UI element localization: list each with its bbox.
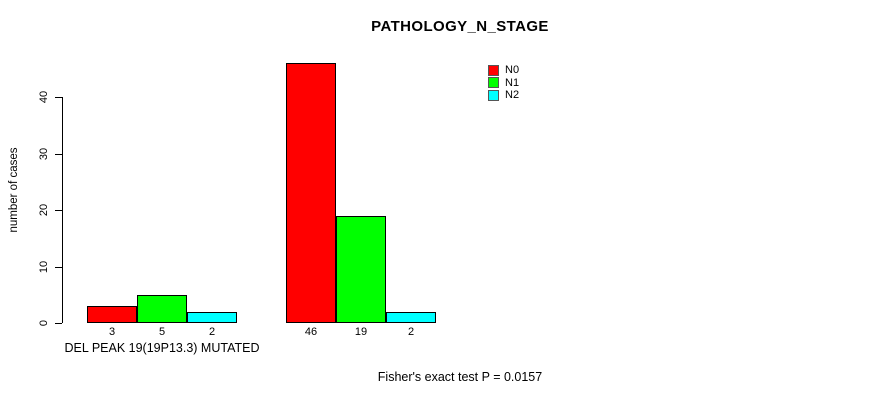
- legend-item-n1: N1: [488, 77, 519, 90]
- bar-value-label: 5: [158, 326, 166, 338]
- bar-value-label: 19: [354, 326, 368, 338]
- y-axis-tick: [55, 210, 62, 211]
- bar-value-label: 46: [304, 326, 318, 338]
- bar-n2-group1: [187, 312, 237, 323]
- x-axis-label: DEL PEAK 19(19P13.3) MUTATED: [64, 341, 260, 355]
- bar-value-label: 2: [407, 326, 415, 338]
- bar-n0-group1: [87, 306, 137, 323]
- bar-n0-group2: [286, 63, 336, 323]
- legend-item-n2: N2: [488, 89, 519, 102]
- y-axis-tick-label: 40: [38, 90, 50, 104]
- y-axis-tick-label: 10: [38, 260, 50, 273]
- y-axis-label: number of cases: [8, 147, 20, 233]
- y-axis-tick: [55, 266, 62, 268]
- y-axis-tick-label: 20: [38, 203, 50, 217]
- legend: N0 N1 N2: [488, 64, 519, 102]
- bar-value-label: 3: [108, 326, 116, 338]
- bar-n2-group2: [386, 312, 436, 323]
- legend-label: N2: [505, 89, 520, 101]
- bar-n1-group1: [137, 295, 187, 323]
- legend-swatch-icon: [488, 77, 499, 89]
- chart-title: PATHOLOGY_N_STAGE: [371, 18, 549, 35]
- y-axis-tick: [55, 153, 62, 155]
- y-axis-tick: [55, 97, 62, 98]
- legend-swatch-icon: [488, 89, 499, 101]
- bar-value-label: 2: [208, 326, 216, 338]
- legend-swatch-icon: [488, 64, 499, 76]
- y-axis-tick: [55, 323, 62, 324]
- y-axis-tick-label: 0: [38, 319, 50, 327]
- y-axis-tick-label: 30: [38, 147, 50, 160]
- stat-annotation: Fisher's exact test P = 0.0157: [377, 370, 543, 384]
- bar-n1-group2: [336, 216, 386, 323]
- y-axis-line: [62, 97, 63, 323]
- legend-item-n0: N0: [488, 64, 519, 77]
- legend-label: N0: [505, 64, 520, 76]
- legend-label: N1: [505, 76, 520, 89]
